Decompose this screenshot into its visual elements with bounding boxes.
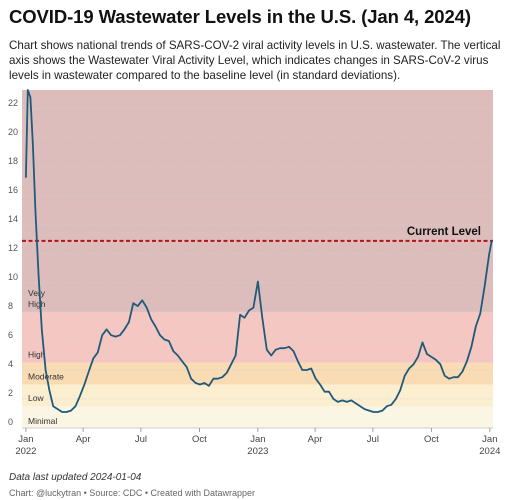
x-tick-year-label: 2024 (479, 446, 500, 457)
band-label-minimal: Minimal (28, 416, 57, 426)
band-label-very-high: Very High (28, 288, 46, 309)
y-tick-label: 0 (8, 417, 13, 427)
y-tick-label: 18 (8, 156, 18, 166)
x-tick-label: Jul (135, 434, 147, 445)
series-line-0 (25, 89, 493, 413)
x-tick-label: Apr (308, 434, 323, 445)
data-updated-note: Data last updated 2024-01-04 (9, 472, 142, 483)
y-tick-label: 12 (8, 243, 18, 253)
band-very-high (22, 90, 493, 312)
x-tick-label: Apr (76, 434, 91, 445)
x-tick-label: Oct (192, 434, 207, 445)
y-tick-label: 16 (8, 185, 18, 195)
x-tick-year-label: 2023 (247, 446, 268, 457)
y-tick-label: 4 (8, 359, 13, 369)
chart-credit: Chart: @luckytran • Source: CDC • Create… (9, 488, 256, 498)
band-low (22, 384, 493, 407)
series-layer (25, 89, 493, 413)
band-label-high: High (28, 350, 46, 360)
current-level-reference: Current Level (22, 226, 493, 242)
y-tick-label: 22 (8, 98, 18, 108)
y-tick-label: 2 (8, 388, 13, 398)
y-tick-label: 8 (8, 301, 13, 311)
band-minimal (22, 406, 493, 428)
chart-subtitle: Chart shows national trends of SARS-COV-… (9, 39, 501, 82)
x-tick-label: Jul (367, 434, 379, 445)
y-tick-label: 6 (8, 330, 13, 340)
y-tick-label: 20 (8, 127, 18, 137)
current-level-label: Current Level (407, 226, 481, 238)
activity-level-bands (22, 90, 493, 428)
x-tick-year-label: 2022 (15, 446, 36, 457)
x-tick-label: Jan (18, 434, 33, 445)
x-tick-label: Jan (250, 434, 265, 445)
band-high (22, 311, 493, 363)
x-tick-label: Oct (424, 434, 439, 445)
chart-title: COVID-19 Wastewater Levels in the U.S. (… (9, 6, 471, 27)
y-tick-label: 10 (8, 272, 18, 282)
y-tick-label: 14 (8, 214, 18, 224)
y-axis: 0 2 4 6 8 10 12 14 16 18 20 22 (8, 98, 18, 427)
x-tick-label: Jan (482, 434, 497, 445)
band-label-low: Low (28, 393, 44, 403)
band-moderate (22, 362, 493, 385)
